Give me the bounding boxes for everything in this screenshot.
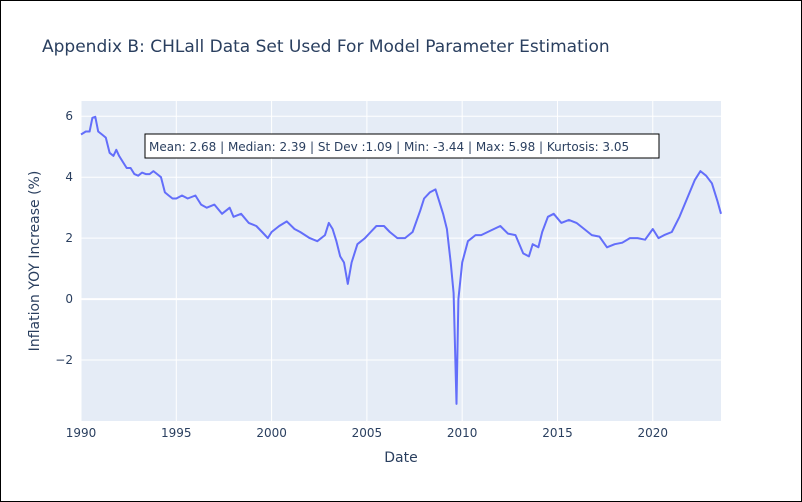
chart-title: Appendix B: CHLall Data Set Used For Mod… (42, 37, 610, 57)
y-tick-label: 6 (65, 109, 73, 123)
x-tick-label: 1990 (66, 426, 97, 440)
x-tick-label: 2010 (447, 426, 478, 440)
stats-annotation-text: Mean: 2.68 | Median: 2.39 | St Dev :1.09… (149, 140, 629, 154)
x-tick-label: 1995 (161, 426, 192, 440)
x-tick-label: 2000 (256, 426, 287, 440)
y-axis-title: Inflation YOY Increase (%) (27, 171, 43, 352)
x-tick-label: 2005 (352, 426, 383, 440)
y-tick-label: 0 (65, 292, 73, 306)
y-tick-label: 2 (65, 231, 73, 245)
series-line (80, 115, 722, 405)
y-axis-ticks: −2 0 2 4 6 (55, 109, 73, 367)
stats-annotation: Mean: 2.68 | Median: 2.39 | St Dev :1.09… (144, 133, 660, 159)
stats-annotation-box (144, 133, 660, 159)
x-axis-ticks: 1990 1995 2000 2005 2010 2015 2020 (66, 426, 668, 440)
x-tick-label: 2015 (542, 426, 573, 440)
x-axis-title: Date (384, 450, 417, 466)
series-layer (80, 115, 722, 405)
y-tick-label: −2 (55, 353, 73, 367)
x-tick-label: 2020 (637, 426, 668, 440)
y-tick-label: 4 (65, 170, 73, 184)
